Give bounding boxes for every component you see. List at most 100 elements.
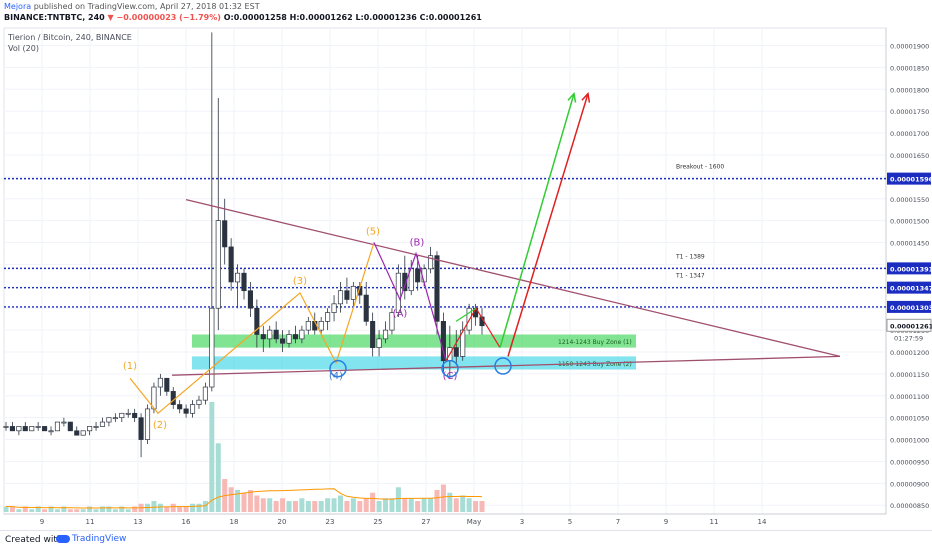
volume-bar [466,498,472,512]
y-tick-label: 0.00001500 [890,218,929,226]
x-tick-label: 9 [40,518,44,526]
candle-down [440,321,446,362]
price-label-box [887,172,931,185]
target-circle [441,359,459,378]
candle-up [48,430,54,433]
price-chart[interactable]: 0.00001900 0.00001850 0.00001800 0.00001750… [0,26,932,530]
lower-trendline [171,355,841,376]
created-with-text: Created with [5,535,63,545]
volume-bar [93,509,99,512]
volume-bar [363,498,369,512]
candle-up [202,386,208,401]
volume-bar [9,506,15,512]
candle-up [189,404,196,414]
candle-down [177,404,183,410]
candle-down [228,246,234,283]
volume-bar [254,495,260,512]
volume-bar [112,509,118,512]
candle-down [254,307,260,335]
bullish-arrow [499,93,575,348]
impulse-wave-line [129,242,375,415]
candle-down [222,220,228,248]
buy-zone-label: 1214-1243 Buy Zone (1) [558,339,632,346]
volume-bar [241,492,247,512]
candle-down [415,268,421,283]
volume-bar [421,498,427,512]
candle-down [247,290,253,309]
y-tick-label: 0.00001800 [890,86,929,94]
candle-up [61,421,67,424]
volume-bar [35,506,41,512]
candle-up [382,329,389,340]
level-label: T1 - 1347 [675,273,705,280]
wave-label: (B) [410,238,425,249]
candle-down [132,412,138,419]
volume-bar [247,490,253,512]
candle-up [125,412,131,415]
candle-up [209,307,215,388]
candle-up [305,321,311,331]
candle-up [215,220,221,309]
volume-bar [106,506,112,512]
candle-up [106,417,112,423]
volume-bar [389,498,395,512]
volume-bar [357,501,363,512]
tradingview-logo[interactable]: TradingView [56,534,126,544]
buy-zone-2 [192,356,636,370]
author-link[interactable]: Mejora [4,2,32,11]
y-tick-label: 0.00001150 [890,371,929,379]
volume-bar [331,498,337,512]
volume-bar [325,498,331,512]
x-tick-label: 11 [710,518,719,526]
volume-bar [196,503,202,512]
alt-arrow [507,93,589,357]
volume-bar [16,509,22,512]
candle-up [54,421,61,432]
candle-up [119,412,125,419]
candle-down [370,321,376,348]
candle-down [183,408,189,414]
ohlc-text: O:0.00001258 H:0.00001262 L:0.00001236 C… [223,13,482,22]
volume-bar [376,501,382,512]
candle-up [267,329,273,340]
volume-bar [280,498,286,512]
y-tick-label: 0.00001700 [890,130,929,138]
candle-down [9,426,15,432]
volume-bar [3,506,9,512]
candle-up [331,303,337,313]
candle-down [363,294,369,322]
y-tick-label: 0.00001850 [890,64,929,72]
volume-bar [350,498,356,512]
volume-bar [215,443,221,512]
x-tick-label: 27 [422,518,431,526]
correction-wave-line [373,242,447,361]
candle-down [138,417,144,440]
candle-down [402,272,408,292]
upper-trendline [185,199,841,358]
candle-down [74,430,80,436]
x-tick-label: 20 [278,518,287,526]
candle-up [286,334,292,344]
x-tick-label: 11 [86,518,95,526]
countdown-label: 01:27:59 [894,334,923,342]
volume-bar [447,492,453,512]
chart-area[interactable]: 0.00001900 0.00001850 0.00001800 0.00001750… [0,26,932,530]
volume-bar [408,498,414,512]
candle-up [144,408,151,440]
volume-bar [415,501,421,512]
volume-bar [125,509,131,512]
footer: Created with TradingView [0,530,932,551]
volume-bar [48,506,54,512]
candle-down [273,329,279,340]
volume-bar [190,503,196,512]
candle-up [389,312,395,331]
candle-down [434,255,440,322]
candle-up [99,421,106,427]
volume-bar [202,501,208,512]
volume-bar [479,501,485,512]
volume-bar [440,484,446,512]
candle-up [325,312,331,322]
volume-bar [267,498,273,512]
candle-up [395,272,401,313]
volume-bar [395,487,401,512]
